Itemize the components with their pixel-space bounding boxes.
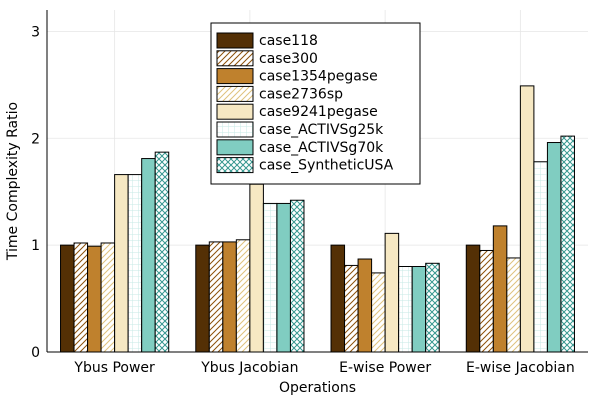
bar-case1354pegase-ybus-power (87, 245, 102, 353)
bar-case300-ybus-power (73, 242, 89, 353)
legend-label-case9241pegase: case9241pegase (259, 104, 378, 120)
x-tick-label: E-wise Power (339, 360, 431, 376)
y-tick-label: 0 (31, 345, 40, 361)
legend-swatch-case1354pegase (216, 68, 254, 85)
tick-labels: 0 1 2 3 Ybus Power Ybus Jacobian E-wise Power E… (31, 24, 575, 376)
bar-case2736sp-e-wise-power (371, 272, 386, 353)
legend-swatch-case9241pegase (216, 103, 254, 120)
bar-case9241pegase-ybus-power (114, 174, 129, 353)
legend-label-case2736sp: case2736sp (259, 86, 343, 102)
legend-label-case118: case118 (259, 33, 318, 49)
x-axis-title: Operations (279, 380, 356, 396)
bar-case-syntheticusa-e-wise-jacobian (560, 135, 575, 353)
bar-case-activsg70k-ybus-power (141, 158, 156, 353)
y-tick-label: 3 (31, 24, 40, 40)
y-tick-label: 1 (31, 238, 40, 254)
bar-case-activsg25k-e-wise-jacobian (533, 161, 548, 353)
y-tick-label: 2 (31, 131, 40, 147)
legend-swatch-case-syntheticusa (216, 157, 254, 174)
bar-case1354pegase-e-wise-jacobian (492, 225, 508, 353)
x-tick-label: Ybus Power (73, 360, 155, 376)
y-axis-title: Time Complexity Ratio (5, 102, 21, 261)
legend-label-case-syntheticusa: case_SyntheticUSA (259, 158, 394, 174)
bar-case2736sp-ybus-power (100, 242, 116, 353)
bar-case-activsg70k-ybus-jacobian (276, 202, 291, 353)
bar-case300-e-wise-jacobian (479, 249, 494, 353)
bar-case300-e-wise-power (344, 264, 359, 353)
bar-case118-ybus-jacobian (195, 244, 210, 353)
bar-case-activsg70k-e-wise-power (411, 266, 427, 353)
legend-swatch-case-activsg70k (216, 139, 254, 156)
bar-case2736sp-ybus-jacobian (235, 239, 251, 353)
bar-case118-e-wise-power (330, 244, 346, 353)
bar-case1354pegase-e-wise-power (357, 258, 373, 353)
legend-swatch-case118 (216, 32, 254, 49)
bar-case300-ybus-jacobian (208, 241, 224, 353)
bar-case9241pegase-e-wise-power (384, 232, 400, 353)
bar-case9241pegase-e-wise-jacobian (519, 85, 535, 353)
bar-case9241pegase-ybus-jacobian (249, 183, 264, 353)
x-tick-label: E-wise Jacobian (466, 360, 575, 376)
legend-label-case300: case300 (259, 51, 318, 67)
bar-case1354pegase-ybus-jacobian (222, 241, 237, 353)
bar-case-activsg70k-e-wise-jacobian (546, 142, 562, 353)
axes (46, 10, 588, 353)
legend-label-case1354pegase: case1354pegase (259, 69, 378, 85)
bar-case-activsg25k-ybus-power (127, 174, 143, 353)
x-tick-label: Ybus Jacobian (200, 360, 298, 376)
legend-swatch-case-activsg25k (216, 121, 254, 138)
bar-case2736sp-e-wise-jacobian (506, 257, 521, 353)
legend-swatch-case300 (216, 50, 254, 67)
bar-case-activsg25k-e-wise-power (398, 266, 413, 353)
legend-swatch-case2736sp (216, 85, 254, 102)
bar-case-syntheticusa-ybus-power (154, 151, 170, 353)
legend-label-case-activsg70k: case_ACTIVSg70k (259, 140, 384, 156)
legend-label-case-activsg25k: case_ACTIVSg25k (259, 122, 384, 138)
bar-case-activsg25k-ybus-jacobian (262, 202, 278, 353)
bar-case118-e-wise-jacobian (465, 244, 481, 353)
bar-case118-ybus-power (60, 244, 75, 353)
bar-case-syntheticusa-e-wise-power (425, 262, 440, 353)
bar-case-syntheticusa-ybus-jacobian (289, 199, 305, 353)
